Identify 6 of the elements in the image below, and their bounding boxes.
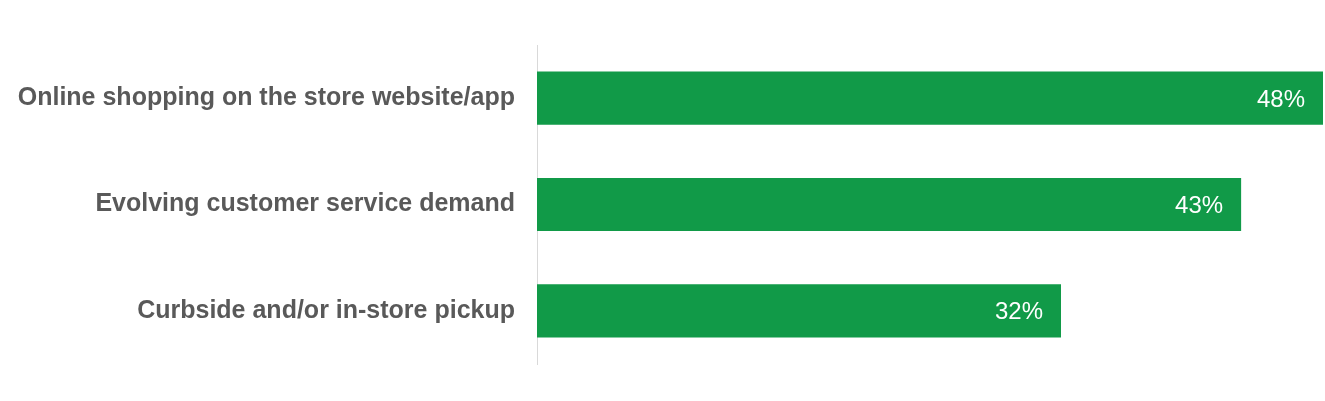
y-tick-label: Evolving customer service demand <box>95 188 515 217</box>
data-label: 48% <box>1256 84 1305 112</box>
data-label: 43% <box>1175 191 1224 219</box>
y-tick-label: Online shopping on the store website/app <box>17 82 515 111</box>
data-label: 32% <box>994 297 1043 325</box>
y-tick-label: Curbside and/or in-store pickup <box>137 294 515 323</box>
